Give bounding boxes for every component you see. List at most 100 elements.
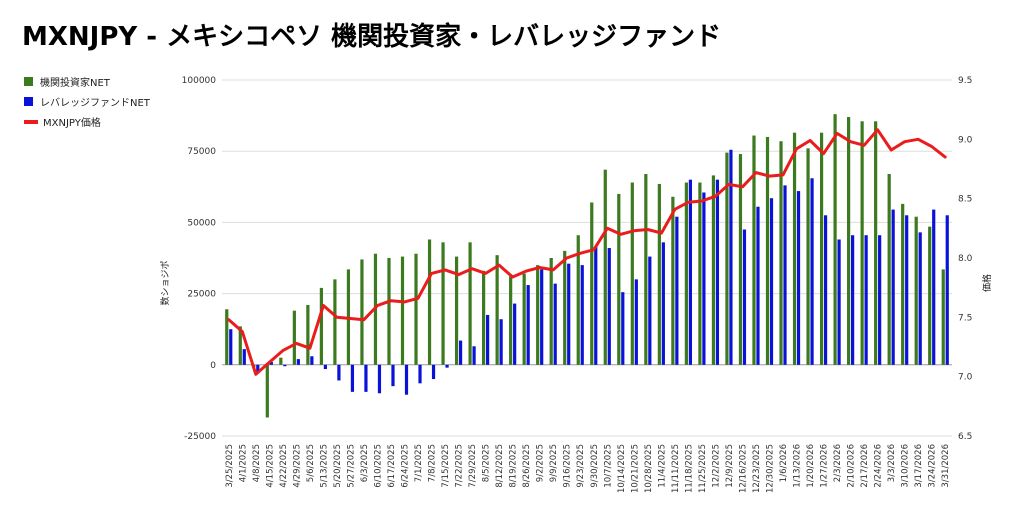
x-tick-label: 4/29/2025	[292, 444, 302, 488]
legend-label-institutional: 機関投資家NET	[40, 78, 110, 89]
x-tick-label: 1/20/2026	[806, 444, 816, 488]
x-tick-label: 3/24/2026	[928, 444, 938, 488]
x-tick-label: 6/3/2025	[360, 444, 370, 482]
bar-leveraged	[513, 303, 517, 365]
bar-institutional	[549, 258, 553, 365]
bar-leveraged	[431, 364, 436, 380]
bar-institutional	[427, 239, 432, 365]
bar-leveraged	[337, 364, 341, 381]
x-tick-label: 10/14/2025	[617, 444, 627, 493]
bar-leveraged	[499, 319, 503, 365]
x-axis: 3/25/2025 4/1/2025 4/8/2025 4/15/2025 4/22/2…	[225, 444, 951, 493]
y-tick-label: -25000	[184, 432, 216, 442]
x-tick-label: 3/3/2026	[887, 444, 897, 482]
y-tick-label: 75000	[187, 147, 216, 157]
bar-institutional	[819, 132, 824, 365]
legend-swatch-institutional	[24, 77, 33, 86]
bar-institutional	[482, 270, 486, 365]
bar-leveraged	[283, 364, 287, 367]
bar-leveraged	[540, 269, 544, 365]
bar-institutional	[928, 226, 932, 365]
x-tick-label: 3/10/2026	[901, 444, 911, 488]
bar-institutional	[441, 242, 445, 365]
bar-institutional	[265, 364, 269, 418]
x-tick-label: 1/27/2026	[820, 444, 830, 488]
bar-leveraged	[783, 185, 787, 365]
bar-institutional	[914, 216, 918, 365]
bar-institutional	[644, 173, 648, 365]
x-tick-label: 5/13/2025	[319, 444, 329, 488]
bar-leveraged	[661, 242, 665, 365]
bar-leveraged	[702, 192, 706, 365]
bar-leveraged	[310, 356, 314, 365]
x-tick-label: 4/8/2025	[252, 444, 262, 482]
legend-item-price[interactable]: MXNJPY価格	[24, 112, 150, 131]
x-tick-label: 1/6/2026	[779, 444, 789, 482]
bar-institutional	[509, 276, 513, 365]
legend-item-leveraged[interactable]: レバレッジファンドNET	[24, 92, 150, 111]
bar-institutional	[847, 117, 851, 365]
bar-leveraged	[323, 364, 327, 370]
y-axis-left: 100000 75000 50000 25000 0 -25000	[182, 76, 217, 442]
bar-leveraged	[594, 246, 598, 365]
bar-institutional	[671, 196, 675, 365]
y2-tick-label: 9.5	[958, 76, 972, 86]
x-tick-label: 7/15/2025	[441, 444, 451, 488]
x-tick-label: 12/23/2025	[752, 444, 762, 493]
bar-leveraged	[837, 239, 841, 365]
x-tick-label: 4/22/2025	[279, 444, 289, 488]
legend-item-institutional[interactable]: 機関投資家NET	[24, 72, 150, 91]
bar-institutional	[468, 242, 472, 365]
bar-leveraged	[878, 235, 882, 365]
x-tick-label: 11/4/2025	[657, 444, 667, 488]
y-tick-label: 50000	[187, 218, 216, 228]
bar-institutional	[536, 265, 540, 365]
y2-tick-label: 7.0	[958, 373, 973, 383]
bar-leveraged	[567, 263, 571, 365]
x-tick-label: 12/9/2025	[725, 444, 735, 488]
bar-leveraged	[418, 364, 422, 384]
bar-leveraged	[580, 265, 584, 365]
x-tick-label: 9/23/2025	[576, 444, 586, 488]
bar-institutional	[292, 310, 296, 365]
bar-institutional	[833, 114, 837, 365]
bar-institutional	[711, 175, 716, 365]
bar-institutional	[941, 269, 945, 365]
bar-leveraged	[256, 364, 260, 374]
x-tick-label: 4/15/2025	[265, 444, 275, 488]
chart-title: MXNJPY - メキシコペソ 機関投資家・レバレッジファンド	[22, 22, 722, 52]
bar-leveraged	[945, 215, 949, 365]
bar-institutional	[590, 202, 594, 365]
bar-leveraged	[851, 235, 855, 365]
bar-leveraged	[918, 232, 922, 365]
x-tick-label: 9/30/2025	[590, 444, 600, 488]
bar-institutional	[630, 182, 634, 365]
x-tick-label: 6/10/2025	[373, 444, 383, 488]
bar-institutional	[238, 326, 242, 365]
bar-institutional	[563, 250, 567, 365]
x-tick-label: 9/16/2025	[563, 444, 573, 488]
x-tick-label: 3/17/2026	[914, 444, 924, 488]
y-tick-label: 25000	[187, 290, 216, 300]
legend-swatch-price	[24, 119, 38, 124]
bar-institutional	[225, 309, 229, 365]
bar-leveraged	[553, 283, 557, 365]
bar-leveraged	[729, 149, 733, 365]
x-tick-label: 1/13/2026	[793, 444, 803, 488]
price-line	[227, 128, 947, 376]
bar-institutional	[387, 258, 391, 365]
x-tick-label: 10/21/2025	[630, 444, 640, 493]
bar-institutional	[617, 193, 621, 365]
y2-tick-label: 8.5	[958, 195, 972, 205]
bar-leveraged	[932, 209, 936, 365]
bar-leveraged	[675, 216, 679, 365]
x-tick-label: 3/31/2026	[941, 444, 951, 488]
bar-leveraged	[242, 349, 246, 365]
x-tick-label: 6/17/2025	[387, 444, 397, 488]
x-tick-label: 5/27/2025	[346, 444, 356, 488]
bar-leveraged	[364, 364, 368, 392]
bar-leveraged	[445, 364, 449, 368]
y2-axis-label: 価格	[981, 274, 993, 292]
x-tick-label: 2/10/2026	[847, 444, 857, 488]
